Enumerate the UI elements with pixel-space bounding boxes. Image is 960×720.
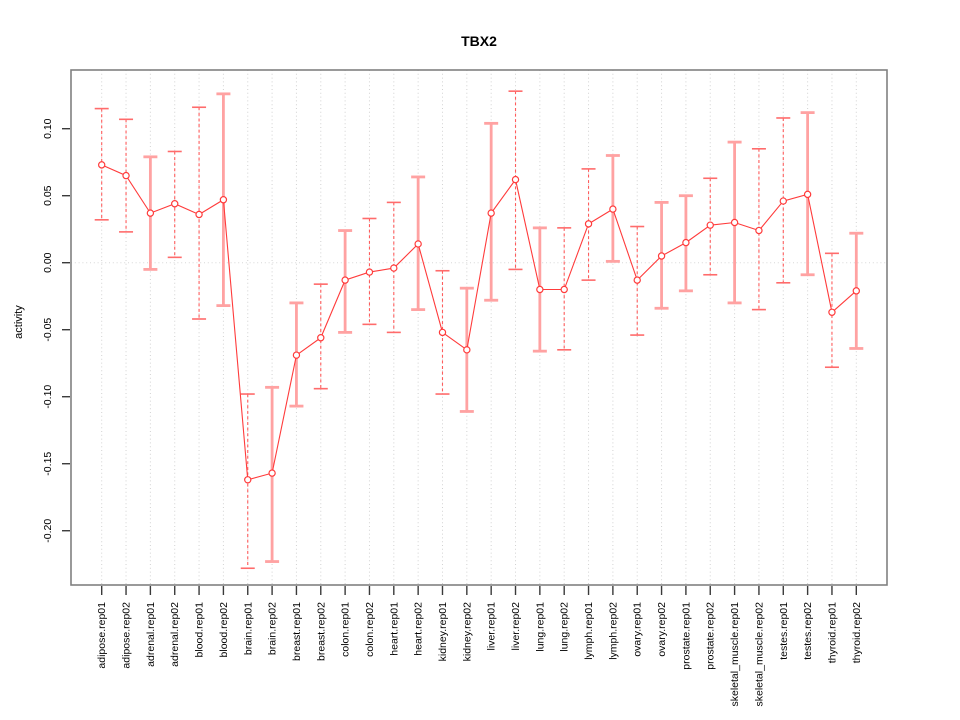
data-point	[511, 175, 520, 184]
data-point	[487, 209, 495, 217]
x-tick-label: blood.rep02	[218, 602, 230, 658]
x-tick-label: brain.rep01	[242, 602, 254, 655]
data-point	[706, 221, 714, 229]
x-tick-label: liver.rep02	[510, 602, 522, 651]
x-tick-label: testes.rep02	[802, 602, 814, 660]
x-tick-label: ovary.rep01	[632, 602, 644, 657]
x-tick-label: ovary.rep02	[656, 602, 668, 657]
x-tick-label: thyroid.rep02	[851, 602, 863, 663]
data-points	[97, 161, 861, 484]
y-axis: 0.10 0.05 0.00 -0.05 -0.10 -0.15 -0.20	[42, 118, 70, 543]
data-point	[682, 238, 690, 247]
data-point	[657, 252, 666, 260]
data-point	[146, 209, 155, 217]
data-point	[414, 240, 422, 248]
y-tick-label: 0.05	[42, 185, 54, 206]
x-tick-label: colon.rep02	[364, 602, 376, 657]
data-point	[730, 218, 739, 227]
data-point	[365, 268, 374, 276]
y-tick-label: 0.00	[42, 252, 54, 273]
x-tick-label: prostate.rep02	[705, 602, 717, 670]
y-tick-label: -0.10	[42, 385, 54, 409]
x-tick-label: colon.rep01	[340, 602, 352, 657]
y-tick-label: -0.15	[42, 452, 54, 476]
x-tick-label: lymph.rep01	[583, 602, 595, 660]
x-tick-label: heart.rep02	[413, 602, 425, 656]
x-tick-label: adrenal.rep01	[145, 602, 157, 667]
series-polyline	[101, 164, 857, 481]
x-tick-label: lung.rep01	[534, 602, 546, 652]
data-point	[268, 469, 276, 477]
data-point	[317, 334, 325, 342]
y-tick-label: 0.10	[42, 118, 54, 139]
x-tick-label: kidney.rep02	[461, 602, 473, 662]
data-point	[584, 220, 593, 228]
data-point	[390, 264, 398, 272]
data-point	[803, 190, 812, 199]
data-point	[341, 276, 349, 284]
x-tick-label: liver.rep01	[486, 602, 498, 651]
data-point	[536, 285, 544, 294]
y-tick-label: -0.20	[42, 519, 54, 543]
data-point	[219, 196, 228, 204]
data-point	[122, 171, 130, 180]
x-tick-label: thyroid.rep01	[826, 602, 838, 663]
series-line	[101, 164, 857, 481]
chart-title: TBX2	[461, 33, 497, 49]
x-tick-label: breast.rep02	[315, 602, 327, 661]
x-tick-label: skeletal_muscle.rep02	[753, 602, 765, 707]
data-point	[828, 308, 836, 316]
data-point	[779, 197, 787, 205]
x-axis: adipose.rep01 adipose.rep02 adrenal.rep01 a…	[96, 586, 863, 706]
x-tick-label: breast.rep01	[291, 602, 303, 661]
x-tick-label: kidney.rep01	[437, 602, 449, 662]
x-tick-label: testes.rep01	[778, 602, 790, 660]
x-tick-label: brain.rep02	[267, 602, 279, 655]
grid	[101, 70, 857, 585]
y-axis-title: activity	[13, 305, 25, 339]
x-tick-label: lung.rep02	[559, 602, 571, 652]
x-tick-label: skeletal_muscle.rep01	[729, 602, 741, 707]
data-point	[244, 476, 252, 484]
x-tick-label: adrenal.rep02	[169, 602, 181, 667]
x-tick-label: adipose.rep01	[96, 602, 108, 669]
error-bars	[94, 90, 864, 570]
data-point	[633, 276, 641, 284]
data-point	[560, 285, 568, 294]
data-point	[755, 226, 763, 235]
x-tick-label: lymph.rep02	[607, 602, 619, 660]
x-tick-label: heart.rep01	[388, 602, 400, 656]
plot-box	[70, 69, 888, 586]
data-point	[438, 328, 447, 337]
x-tick-label: adipose.rep02	[121, 602, 133, 669]
data-point	[97, 161, 106, 169]
data-point	[852, 287, 861, 295]
y-tick-label: -0.05	[42, 318, 54, 342]
data-point	[463, 346, 471, 354]
data-point	[609, 205, 617, 213]
data-point	[171, 200, 179, 208]
data-point	[195, 210, 203, 219]
x-tick-label: blood.rep01	[194, 602, 206, 658]
x-tick-label: prostate.rep01	[680, 602, 692, 670]
data-point	[292, 351, 301, 359]
